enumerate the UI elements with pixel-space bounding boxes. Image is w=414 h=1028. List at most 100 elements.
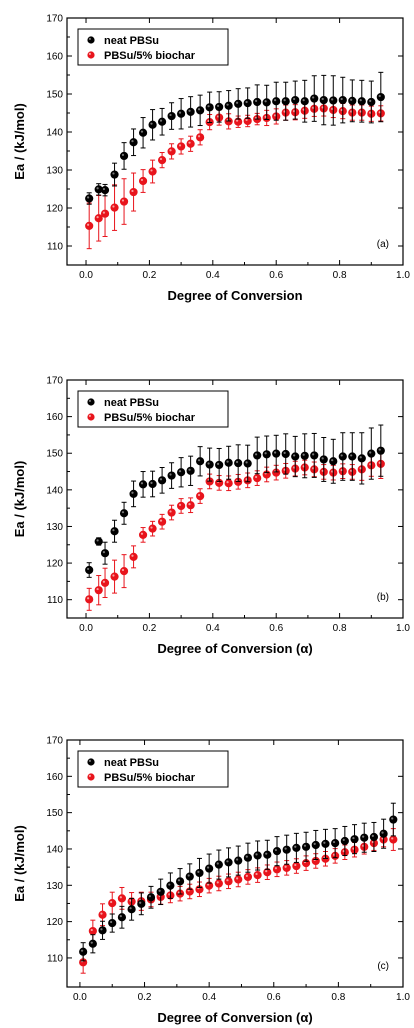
data-point-highlight — [96, 187, 99, 190]
data-point-highlight — [169, 473, 172, 476]
series-pbsu-biochar — [85, 448, 385, 611]
data-point-highlight — [197, 459, 201, 462]
data-point-highlight — [121, 199, 125, 202]
data-point — [94, 214, 103, 223]
data-point-highlight — [274, 848, 277, 852]
data-point-highlight — [265, 852, 268, 855]
data-point-highlight — [177, 891, 181, 894]
data-point-highlight — [86, 196, 90, 199]
x-tick-label: 0.6 — [269, 270, 283, 281]
data-point — [319, 95, 328, 105]
data-point-highlight — [129, 907, 132, 910]
data-point — [119, 151, 129, 161]
legend-label: PBSu/5% biochar — [104, 772, 196, 784]
data-point-highlight — [352, 847, 355, 850]
data-point-highlight — [187, 874, 190, 877]
data-point — [262, 98, 271, 107]
data-point-highlight — [121, 511, 125, 514]
data-point — [214, 879, 223, 888]
data-point-highlight — [321, 457, 324, 460]
data-point — [243, 872, 253, 882]
data-point-highlight — [100, 912, 103, 915]
data-point-highlight — [255, 853, 258, 856]
data-point-highlight — [283, 110, 286, 113]
data-point-highlight — [283, 99, 286, 102]
data-point-highlight — [350, 110, 353, 113]
x-tick-label: 0.8 — [333, 270, 347, 281]
data-point — [94, 586, 103, 595]
x-tick-label: 0.0 — [79, 623, 93, 634]
data-point — [357, 454, 366, 463]
data-point-highlight — [312, 96, 315, 99]
data-point — [157, 117, 167, 126]
data-point-highlight — [359, 99, 362, 102]
data-point-highlight — [102, 580, 106, 583]
data-point-highlight — [100, 928, 103, 931]
data-point — [224, 858, 233, 867]
series-pbsu-biochar — [85, 100, 385, 250]
data-point-highlight — [369, 451, 372, 454]
data-point — [100, 209, 110, 218]
data-point-highlight — [102, 550, 106, 554]
chart-panel-b: 110 120 130 140 150 160 170 0.0 0.2 0.4 0.6 0.8 1.0 D… — [12, 376, 410, 657]
data-point — [215, 460, 224, 470]
data-point-highlight — [378, 461, 381, 464]
data-point-highlight — [86, 597, 90, 600]
data-point-highlight — [283, 468, 286, 471]
data-point-highlight — [207, 119, 210, 123]
data-point-highlight — [150, 169, 153, 172]
data-point — [167, 508, 176, 517]
data-point — [253, 97, 262, 107]
legend-marker-highlight — [88, 414, 91, 417]
data-point-highlight — [245, 118, 248, 121]
data-point-highlight — [381, 837, 384, 840]
data-point-highlight — [245, 100, 248, 104]
data-point-highlight — [86, 567, 90, 571]
data-point-highlight — [331, 107, 334, 110]
data-point-highlight — [216, 862, 219, 865]
data-point-highlight — [216, 104, 220, 107]
data-point — [350, 835, 359, 844]
data-point — [281, 449, 290, 459]
data-point — [186, 139, 195, 148]
data-point — [310, 451, 319, 460]
data-point-highlight — [140, 130, 144, 133]
data-point — [214, 860, 223, 869]
x-tick-label: 0.2 — [142, 270, 156, 281]
data-point-highlight — [340, 108, 343, 112]
data-point — [100, 578, 110, 587]
data-point — [88, 939, 97, 948]
data-point — [331, 839, 340, 848]
data-point — [376, 92, 385, 102]
data-point-highlight — [235, 119, 239, 122]
data-point — [148, 479, 157, 489]
data-point-highlight — [159, 519, 163, 522]
data-point — [348, 96, 357, 105]
data-point-highlight — [302, 465, 305, 468]
data-point-highlight — [254, 99, 258, 102]
data-point — [186, 501, 195, 510]
data-point — [98, 910, 107, 919]
data-point-highlight — [331, 459, 334, 462]
y-axis-title: Ea / (kJ/mol) — [12, 103, 27, 180]
data-point — [224, 101, 233, 110]
data-point-highlight — [235, 460, 239, 464]
data-point — [94, 537, 103, 546]
data-point-highlight — [131, 189, 134, 193]
data-point-highlight — [131, 491, 134, 494]
y-axis-title: Ea / (kJ/mol) — [12, 825, 27, 902]
data-point-highlight — [378, 448, 381, 451]
data-point — [263, 850, 272, 859]
data-point-highlight — [96, 539, 99, 542]
data-point-highlight — [245, 874, 248, 877]
x-tick-label: 0.8 — [331, 992, 345, 1003]
x-tick-label: 0.0 — [79, 270, 93, 281]
data-point — [117, 913, 127, 922]
data-point-highlight — [350, 454, 353, 457]
data-point — [175, 877, 185, 886]
data-point — [389, 835, 398, 844]
y-tick-label: 170 — [46, 736, 63, 747]
panel-label: (c) — [377, 961, 389, 972]
data-point — [272, 865, 282, 874]
data-point-highlight — [369, 111, 372, 114]
